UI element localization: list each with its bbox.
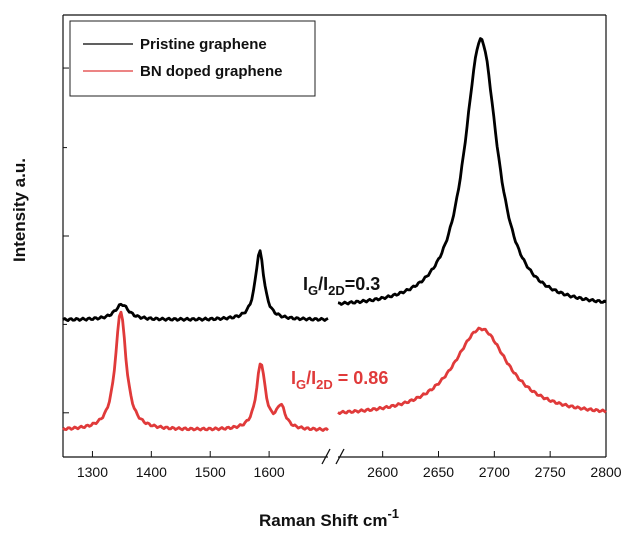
x-axis-title-main: Raman Shift cm <box>259 511 387 530</box>
x-tick-label: 1600 <box>254 464 285 480</box>
series-line-bn-doped-segment-2 <box>337 326 607 415</box>
legend: Pristine graphene BN doped graphene <box>69 20 316 97</box>
annotation-ratio-bn-doped: IG/I2D = 0.86 <box>291 368 388 392</box>
legend-label-pristine: Pristine graphene <box>140 36 267 53</box>
axis-ticks <box>63 67 607 457</box>
axis-break-mark <box>321 448 331 465</box>
series-line-pristine-segment-1 <box>62 249 329 322</box>
x-tick-label: 2800 <box>590 464 621 480</box>
x-tick-label: 1300 <box>77 464 108 480</box>
y-axis-title: Intensity a.u. <box>10 158 29 262</box>
x-tick-label: 2750 <box>535 464 566 480</box>
x-tick-label: 2600 <box>367 464 398 480</box>
series-line-pristine-segment-2 <box>337 37 607 306</box>
x-tick-label: 2700 <box>479 464 510 480</box>
x-axis-title-superscript: -1 <box>387 506 399 521</box>
x-tick-label: 1500 <box>195 464 226 480</box>
annotation-ratio-pristine: IG/I2D=0.3 <box>303 274 380 298</box>
x-tick-label: 2650 <box>423 464 454 480</box>
legend-label-bn-doped: BN doped graphene <box>140 63 283 80</box>
x-tick-label: 1400 <box>136 464 167 480</box>
series-layer <box>62 37 607 432</box>
series-line-bn-doped-segment-1 <box>62 310 329 432</box>
x-tick-labels: 1300 1400 1500 1600 2600 2650 2700 2750 2800 <box>77 464 622 480</box>
legend-box <box>69 20 316 97</box>
axis-break-mark <box>335 448 345 465</box>
x-axis-title: Raman Shift cm-1 <box>259 506 399 530</box>
